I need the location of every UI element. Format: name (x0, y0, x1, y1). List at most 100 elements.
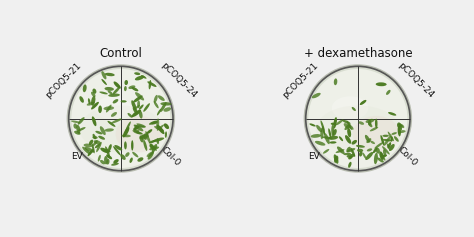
Ellipse shape (164, 123, 169, 129)
Ellipse shape (348, 155, 353, 160)
Ellipse shape (316, 105, 400, 152)
Ellipse shape (114, 82, 121, 89)
Ellipse shape (328, 136, 338, 140)
Ellipse shape (397, 122, 401, 128)
Text: + dexamethasone: + dexamethasone (303, 47, 412, 60)
Ellipse shape (98, 136, 105, 140)
Ellipse shape (106, 105, 111, 113)
Ellipse shape (350, 148, 355, 157)
Ellipse shape (100, 91, 108, 94)
Ellipse shape (113, 159, 118, 164)
Ellipse shape (78, 127, 86, 131)
Ellipse shape (331, 125, 334, 137)
Ellipse shape (381, 135, 384, 146)
Ellipse shape (142, 134, 148, 140)
Ellipse shape (135, 105, 140, 109)
Ellipse shape (92, 89, 96, 94)
Ellipse shape (79, 105, 163, 152)
Ellipse shape (93, 140, 98, 146)
Text: EV: EV (71, 152, 82, 161)
Ellipse shape (135, 76, 145, 80)
Ellipse shape (374, 142, 383, 149)
Ellipse shape (139, 110, 143, 118)
Ellipse shape (120, 154, 126, 160)
Ellipse shape (111, 112, 117, 117)
Ellipse shape (324, 133, 330, 144)
Ellipse shape (108, 94, 120, 97)
Ellipse shape (135, 125, 146, 128)
Ellipse shape (143, 140, 147, 151)
Ellipse shape (92, 136, 98, 139)
Ellipse shape (133, 126, 139, 130)
Text: pCOQ5-21: pCOQ5-21 (281, 61, 319, 100)
Ellipse shape (94, 140, 101, 144)
Ellipse shape (158, 95, 165, 101)
Ellipse shape (383, 149, 386, 156)
Ellipse shape (156, 138, 159, 144)
Ellipse shape (95, 144, 100, 148)
Ellipse shape (78, 117, 84, 125)
Ellipse shape (92, 116, 96, 126)
Ellipse shape (322, 126, 325, 135)
Ellipse shape (320, 128, 324, 139)
Ellipse shape (71, 120, 80, 123)
Ellipse shape (392, 132, 397, 135)
Ellipse shape (315, 141, 325, 146)
Ellipse shape (91, 143, 95, 153)
Ellipse shape (149, 140, 156, 143)
Ellipse shape (85, 147, 94, 153)
Text: pCOQ5-24: pCOQ5-24 (159, 61, 198, 100)
Ellipse shape (89, 140, 93, 145)
Ellipse shape (149, 146, 159, 150)
Ellipse shape (100, 148, 108, 153)
Ellipse shape (310, 134, 321, 138)
Ellipse shape (104, 156, 108, 164)
Ellipse shape (349, 125, 354, 130)
Ellipse shape (308, 69, 407, 168)
Ellipse shape (339, 136, 343, 141)
Ellipse shape (141, 75, 146, 79)
Ellipse shape (387, 144, 390, 149)
Ellipse shape (157, 125, 164, 134)
Ellipse shape (398, 130, 406, 133)
Ellipse shape (389, 144, 395, 151)
Ellipse shape (116, 116, 163, 152)
Ellipse shape (383, 135, 389, 137)
Ellipse shape (92, 134, 96, 139)
Ellipse shape (67, 64, 175, 173)
Ellipse shape (370, 127, 378, 131)
Ellipse shape (322, 136, 333, 139)
Ellipse shape (154, 101, 159, 108)
Ellipse shape (139, 105, 144, 110)
Ellipse shape (87, 102, 95, 106)
Ellipse shape (164, 107, 171, 112)
Ellipse shape (137, 123, 146, 128)
Ellipse shape (382, 146, 390, 155)
Ellipse shape (98, 155, 101, 162)
Ellipse shape (128, 113, 133, 118)
Ellipse shape (105, 128, 114, 132)
Ellipse shape (134, 72, 140, 75)
Ellipse shape (125, 152, 129, 157)
Ellipse shape (139, 135, 143, 142)
Ellipse shape (157, 124, 164, 131)
Ellipse shape (376, 82, 387, 86)
Ellipse shape (105, 87, 114, 91)
Ellipse shape (128, 85, 136, 89)
Ellipse shape (342, 120, 351, 124)
Ellipse shape (165, 131, 167, 138)
Ellipse shape (356, 145, 365, 148)
Ellipse shape (147, 81, 156, 87)
Ellipse shape (91, 102, 99, 109)
Text: EV: EV (308, 152, 319, 161)
Ellipse shape (111, 118, 122, 123)
Ellipse shape (334, 154, 338, 164)
Ellipse shape (111, 163, 119, 166)
Ellipse shape (149, 144, 154, 149)
Ellipse shape (160, 102, 171, 106)
Text: Col-0: Col-0 (159, 145, 182, 168)
Ellipse shape (388, 112, 396, 116)
Ellipse shape (101, 71, 107, 79)
Ellipse shape (358, 121, 364, 125)
Ellipse shape (125, 121, 131, 132)
